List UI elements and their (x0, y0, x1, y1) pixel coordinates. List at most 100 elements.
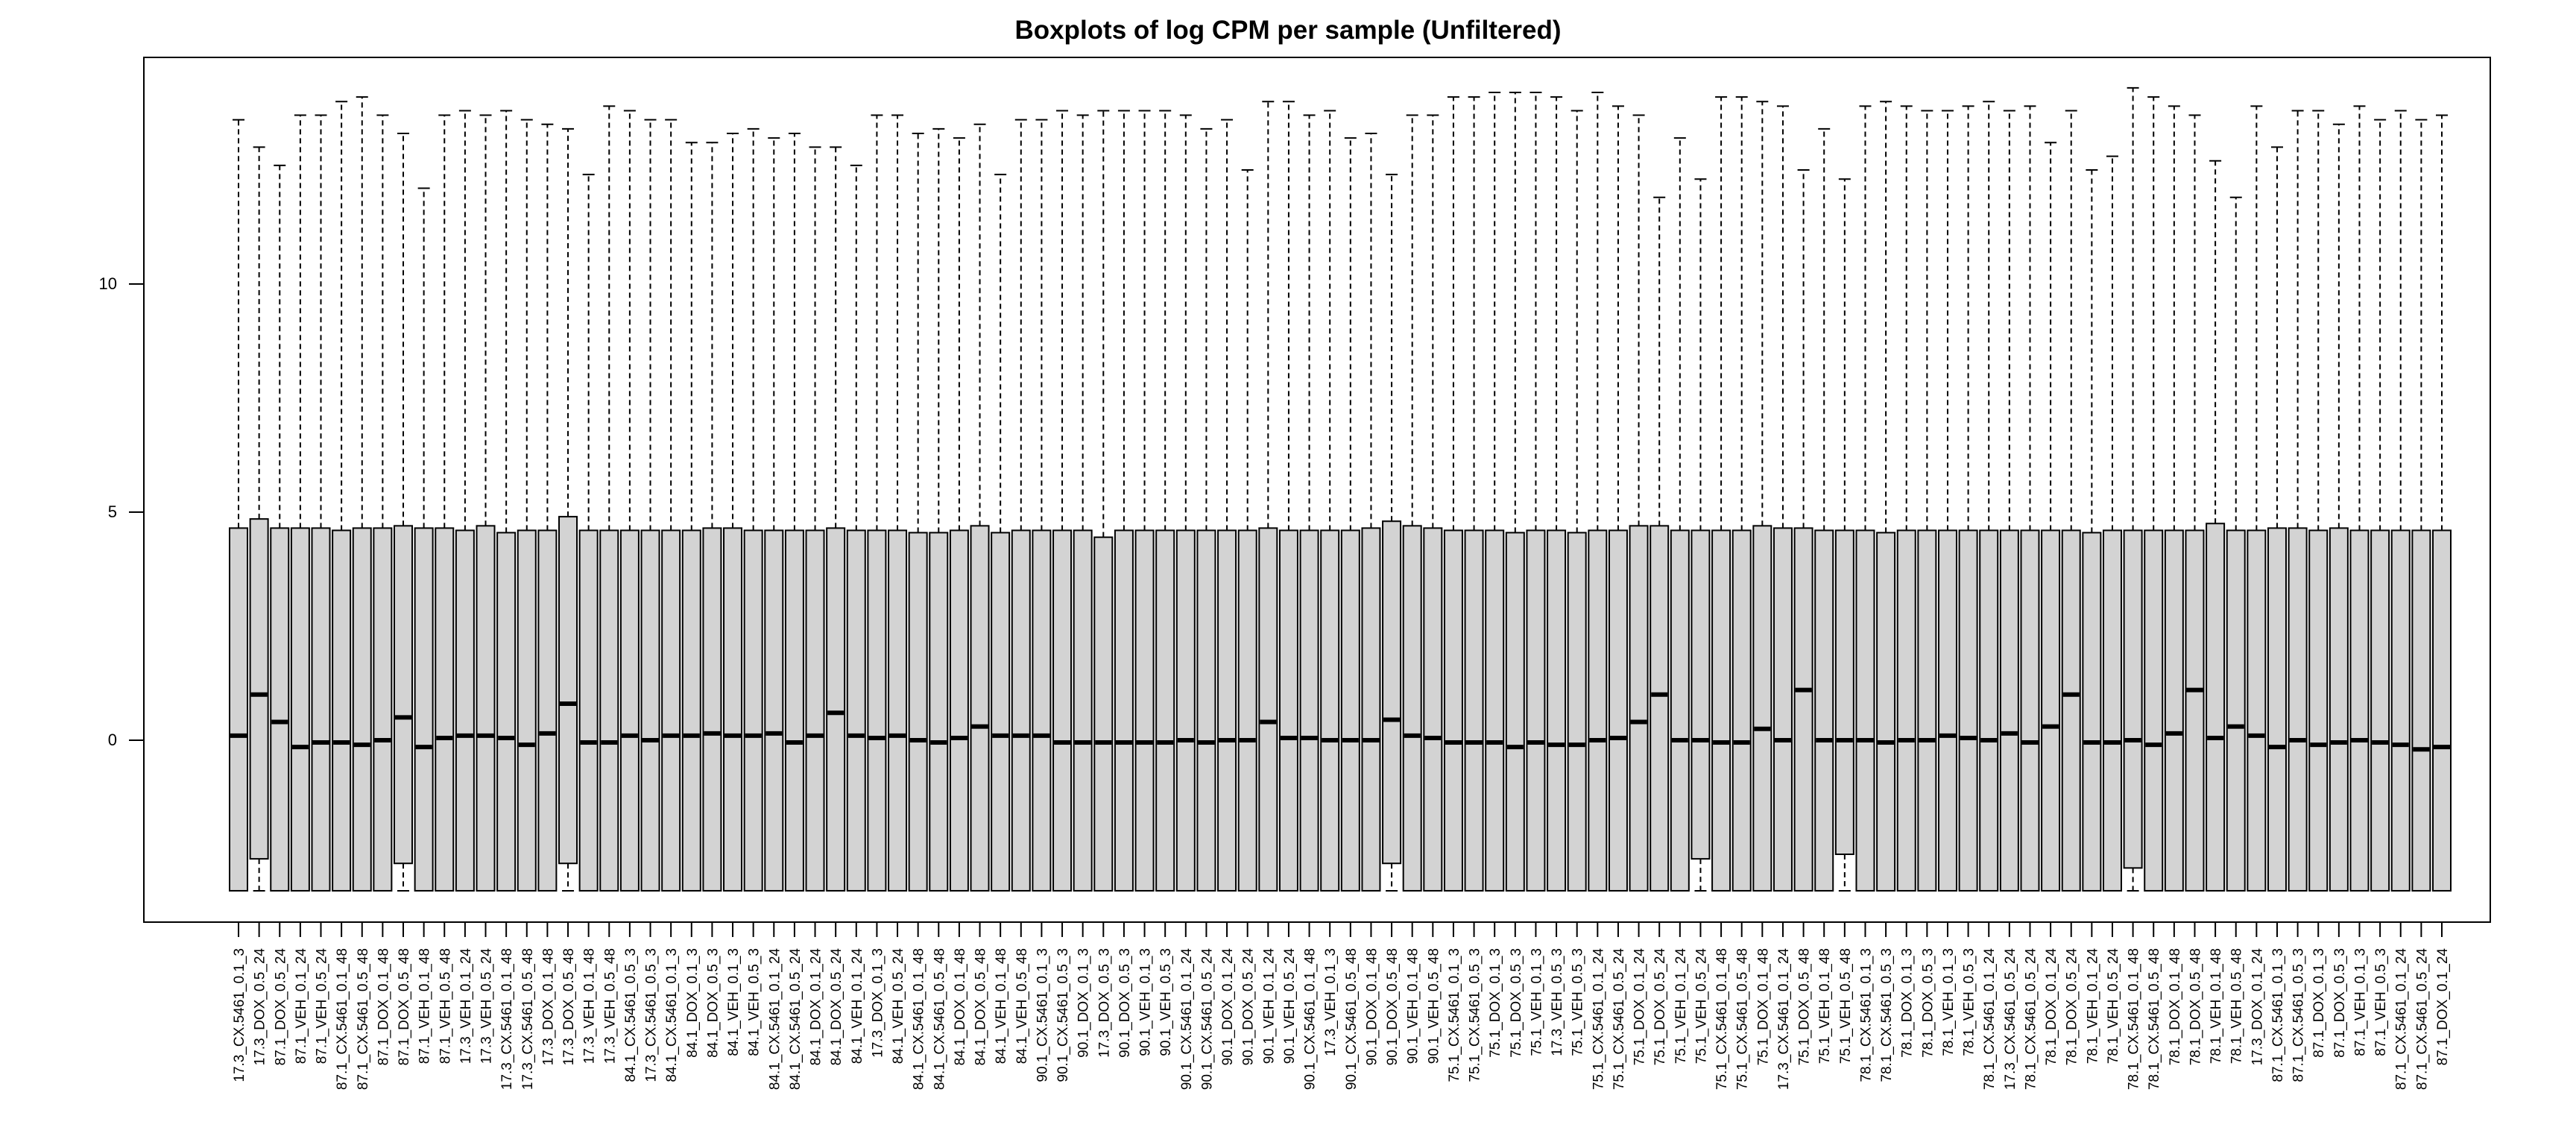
box (1711, 529, 1731, 892)
box (1320, 529, 1340, 892)
y-axis: 0 5 10 (99, 274, 145, 749)
box (517, 529, 537, 892)
box-group (1052, 110, 1073, 892)
box-group (537, 123, 558, 892)
box (2082, 532, 2102, 892)
x-tick-label: 87.1_CX.5461_0.5_48 (356, 948, 371, 1090)
box-group (2102, 155, 2122, 892)
box (2349, 529, 2370, 892)
box-group (1567, 110, 1587, 892)
x-tick-label: 17.3_DOX_0.1_3 (870, 948, 886, 1058)
box (1979, 529, 1999, 892)
x-tick-label: 78.1_DOX_0.1_48 (2168, 948, 2183, 1065)
box (578, 529, 599, 892)
x-tick-label: 78.1_VEH_0.5_48 (2229, 948, 2245, 1064)
box-group (332, 101, 352, 892)
box-group (2061, 110, 2081, 892)
box-group (496, 110, 517, 892)
x-tick-label: 17.3_CX.5461_0.1_48 (499, 948, 515, 1090)
x-tick-label: 90.1_CX.5461_0.1_48 (1303, 948, 1319, 1090)
x-tick-label: 75.1_CX.5461_0.5_24 (1611, 948, 1627, 1091)
box (290, 527, 310, 892)
box (2061, 529, 2081, 892)
box-group (373, 114, 393, 892)
box (476, 525, 496, 892)
box-group (1217, 119, 1237, 892)
box (1011, 529, 1031, 892)
box-group (1485, 91, 1505, 892)
box (1731, 529, 1752, 892)
box (1217, 529, 1237, 892)
x-tick-label: 75.1_DOX_0.5_48 (1797, 948, 1813, 1065)
box (681, 529, 701, 892)
box-group (2432, 114, 2452, 892)
box (805, 529, 825, 892)
box (2144, 529, 2164, 892)
box (1237, 529, 1257, 892)
box-group (1155, 110, 1175, 892)
box-group (2164, 105, 2184, 892)
x-tick-label: 90.1_CX.5461_0.5_3 (1055, 948, 1071, 1082)
box-group (578, 174, 599, 892)
box (1814, 529, 1834, 892)
x-tick-label: 87.1_CX.5461_0.1_24 (2394, 948, 2410, 1091)
box (311, 527, 331, 892)
box (1855, 529, 1875, 892)
box (1567, 532, 1587, 892)
x-tick-label: 17.3_VEH_0.5_48 (602, 948, 618, 1064)
box-group (1423, 114, 1443, 892)
x-tick-label: 90.1_VEH_0.1_3 (1138, 948, 1154, 1056)
x-axis: 17.3_CX.5461_0.1_3 17.3_DOX_0.5_24 87.1_DO… (232, 921, 2451, 1091)
x-tick-label: 75.1_CX.5461_0.1_48 (1714, 948, 1730, 1090)
box (1793, 527, 1813, 892)
box-group (455, 110, 475, 892)
box-group (970, 123, 990, 892)
box-group (1979, 101, 1999, 892)
box (1361, 527, 1381, 892)
x-tick-label: 84.1_VEH_0.5_48 (1014, 948, 1030, 1064)
box (1155, 529, 1175, 892)
box (1958, 529, 1978, 892)
x-tick-label: 87.1_DOX_0.5_3 (2332, 948, 2348, 1058)
box-group (476, 114, 496, 892)
box-group (1073, 114, 1093, 892)
box (784, 529, 804, 892)
box (2390, 529, 2411, 892)
box-group (929, 127, 949, 892)
box (1052, 529, 1073, 892)
x-tick-label: 75.1_DOX_0.1_24 (1632, 948, 1648, 1066)
box-group (1402, 114, 1422, 892)
x-tick-label: 75.1_VEH_0.1_24 (1673, 948, 1689, 1064)
box (1382, 520, 1402, 865)
x-tick-label: 87.1_CX.5461_0.1_3 (2270, 948, 2286, 1082)
box (2308, 529, 2329, 892)
box (1505, 532, 1525, 892)
box-group (1361, 133, 1381, 892)
box-group (1175, 114, 1196, 892)
x-tick-label: 87.1_DOX_0.1_24 (2435, 948, 2451, 1066)
box (2020, 529, 2040, 892)
box (1937, 529, 1957, 892)
box-group (1814, 127, 1834, 892)
box (1650, 525, 1670, 892)
box (1032, 529, 1052, 892)
x-tick-label: 75.1_DOX_0.1_48 (1755, 948, 1771, 1065)
x-tick-label: 84.1_VEH_0.5_24 (891, 948, 906, 1064)
box (537, 529, 558, 892)
box (2041, 529, 2061, 892)
x-tick-label: 87.1_CX.5461_0.5_3 (2291, 948, 2307, 1082)
box-group (1834, 178, 1854, 892)
box-group (2226, 196, 2246, 892)
x-tick-label: 84.1_DOX_0.1_24 (809, 948, 824, 1066)
box (1134, 529, 1155, 892)
x-tick-label: 78.1_DOX_0.1_24 (2044, 948, 2059, 1066)
x-tick-label: 90.1_CX.5461_0.1_3 (1035, 948, 1050, 1082)
x-tick-label: 17.3_VEH_0.5_24 (479, 948, 495, 1064)
x-tick-label: 90.1_CX.5461_0.5_48 (1344, 948, 1360, 1090)
box (1443, 529, 1463, 892)
x-tick-label: 75.1_CX.5461_0.1_24 (1591, 948, 1606, 1091)
x-tick-label: 17.3_CX.5461_0.5_3 (644, 948, 660, 1082)
box-group (435, 114, 455, 892)
box (846, 529, 866, 892)
x-tick-label: 17.3_CX.5461_0.5_48 (520, 948, 536, 1090)
